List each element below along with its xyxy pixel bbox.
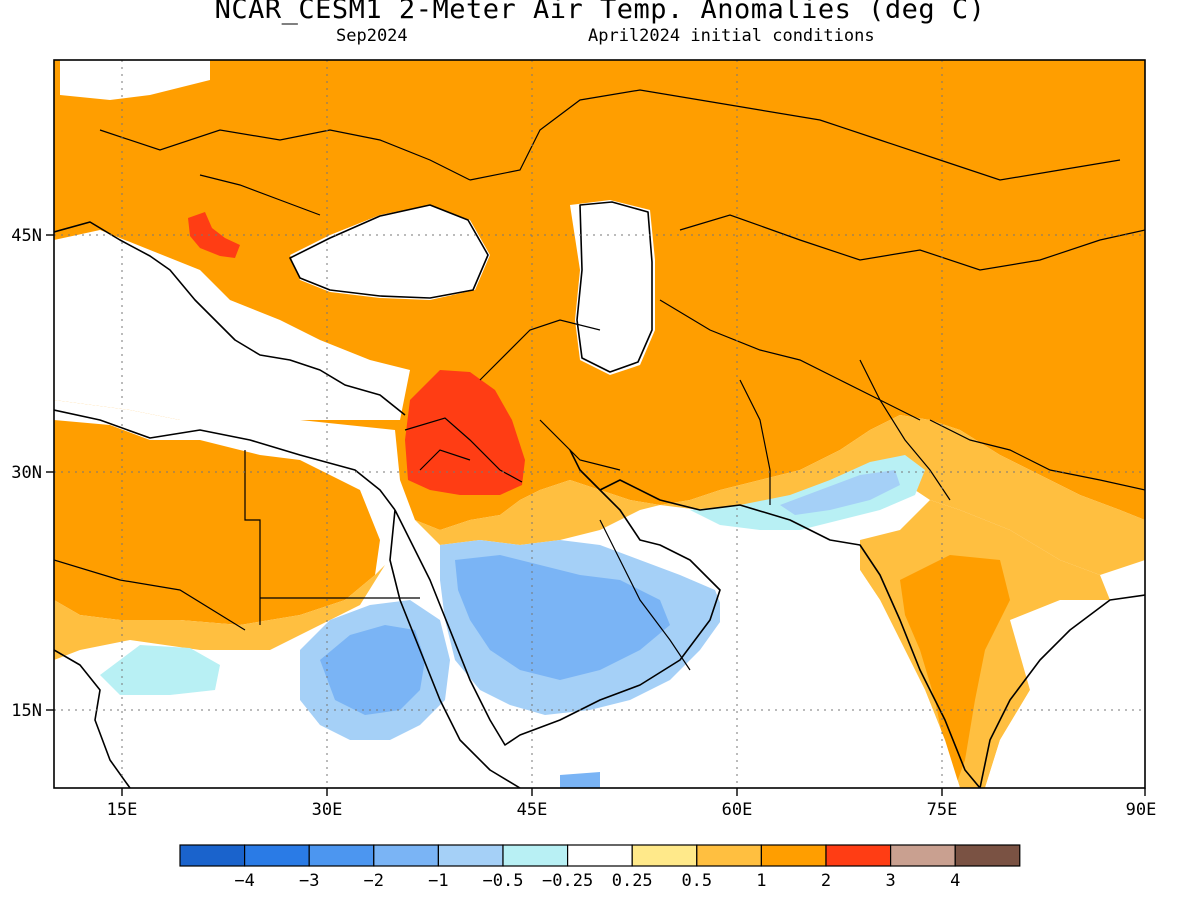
lat-tick-30n: 30N xyxy=(11,463,42,483)
anomaly-region-india-core xyxy=(900,555,1010,788)
colorbar-swatch-2 xyxy=(308,844,375,867)
anomaly-region-arabia-fringe xyxy=(415,415,1145,575)
anomaly-region-africa-fringe xyxy=(54,565,385,660)
colorbar-swatch-11 xyxy=(889,844,956,867)
anomaly-region-arabia-cool-core xyxy=(455,555,670,680)
colorbar-label-10: 3 xyxy=(885,871,895,891)
anomaly-region-caspian xyxy=(570,200,655,375)
anomaly-region-somalia-cool xyxy=(560,772,600,788)
colorbar-label-1: −3 xyxy=(299,871,319,891)
colorbar-label-3: −1 xyxy=(428,871,448,891)
country-borders xyxy=(54,89,1145,671)
lon-tick-90e: 90E xyxy=(1126,800,1157,820)
map-frame xyxy=(53,59,1146,789)
colorbar-swatch-10 xyxy=(825,844,892,867)
map-title: NCAR_CESM1 2-Meter Air Temp. Anomalies (… xyxy=(214,0,986,25)
colorbar-label-8: 1 xyxy=(756,871,766,891)
colorbar-label-9: 2 xyxy=(821,871,831,891)
anomaly-region-balkans-core xyxy=(188,212,240,258)
anomaly-region-sudan-cool-core xyxy=(320,625,425,715)
anomaly-region-pakistan-cool xyxy=(690,455,925,530)
anomaly-region-north-gaps xyxy=(60,60,210,100)
colorbar-swatch-12 xyxy=(954,844,1021,867)
map-field xyxy=(54,60,1145,788)
forecast-month: Sep2024 xyxy=(336,26,408,46)
axis-ticks xyxy=(46,234,1146,796)
colorbar-swatch-0 xyxy=(179,844,246,867)
anomaly-region-sahel-cool xyxy=(100,645,220,695)
lon-tick-45e: 45E xyxy=(517,800,548,820)
lat-tick-45n: 45N xyxy=(11,226,42,246)
colorbar: −4 −3 −2 −1 −0.5 −0.25 0.25 0.5 1 2 3 4 xyxy=(179,844,1021,891)
colorbar-swatch-5 xyxy=(502,844,569,867)
colorbar-label-4: −0.5 xyxy=(483,871,524,891)
anomaly-region-pakistan-cool-core xyxy=(780,470,900,515)
anomaly-region-mediterranean xyxy=(54,230,410,420)
lon-tick-75e: 75E xyxy=(927,800,958,820)
colorbar-swatch-1 xyxy=(244,844,310,867)
anomaly-region-east-africa xyxy=(54,695,500,788)
colorbar-swatch-9 xyxy=(760,844,827,867)
colorbar-swatch-6 xyxy=(566,844,633,867)
colorbar-swatch-3 xyxy=(373,844,439,867)
lon-tick-30e: 30E xyxy=(312,800,343,820)
colorbar-swatch-8 xyxy=(696,844,762,867)
initial-conditions: April2024 initial conditions xyxy=(588,26,875,46)
colorbar-label-0: −4 xyxy=(234,871,254,891)
colorbar-swatch-4 xyxy=(437,844,504,867)
lon-tick-15e: 15E xyxy=(107,800,138,820)
colorbar-label-2: −2 xyxy=(364,871,384,891)
anomaly-region-arabian-sea xyxy=(680,540,960,788)
anomaly-region-bay-of-bengal xyxy=(985,590,1145,788)
anomaly-region-north-africa xyxy=(54,420,380,625)
colorbar-label-5: −0.25 xyxy=(542,871,593,891)
coastlines xyxy=(54,201,1145,788)
anomaly-region-levant-core xyxy=(405,370,525,495)
lon-tick-60e: 60E xyxy=(722,800,753,820)
colorbar-label-11: 4 xyxy=(950,871,960,891)
anomaly-region-black-sea xyxy=(290,205,490,300)
lat-tick-15n: 15N xyxy=(11,701,42,721)
graticule xyxy=(54,60,1145,788)
colorbar-swatch-7 xyxy=(631,844,698,867)
colorbar-label-6: 0.25 xyxy=(612,871,653,891)
colorbar-label-7: 0.5 xyxy=(681,871,712,891)
